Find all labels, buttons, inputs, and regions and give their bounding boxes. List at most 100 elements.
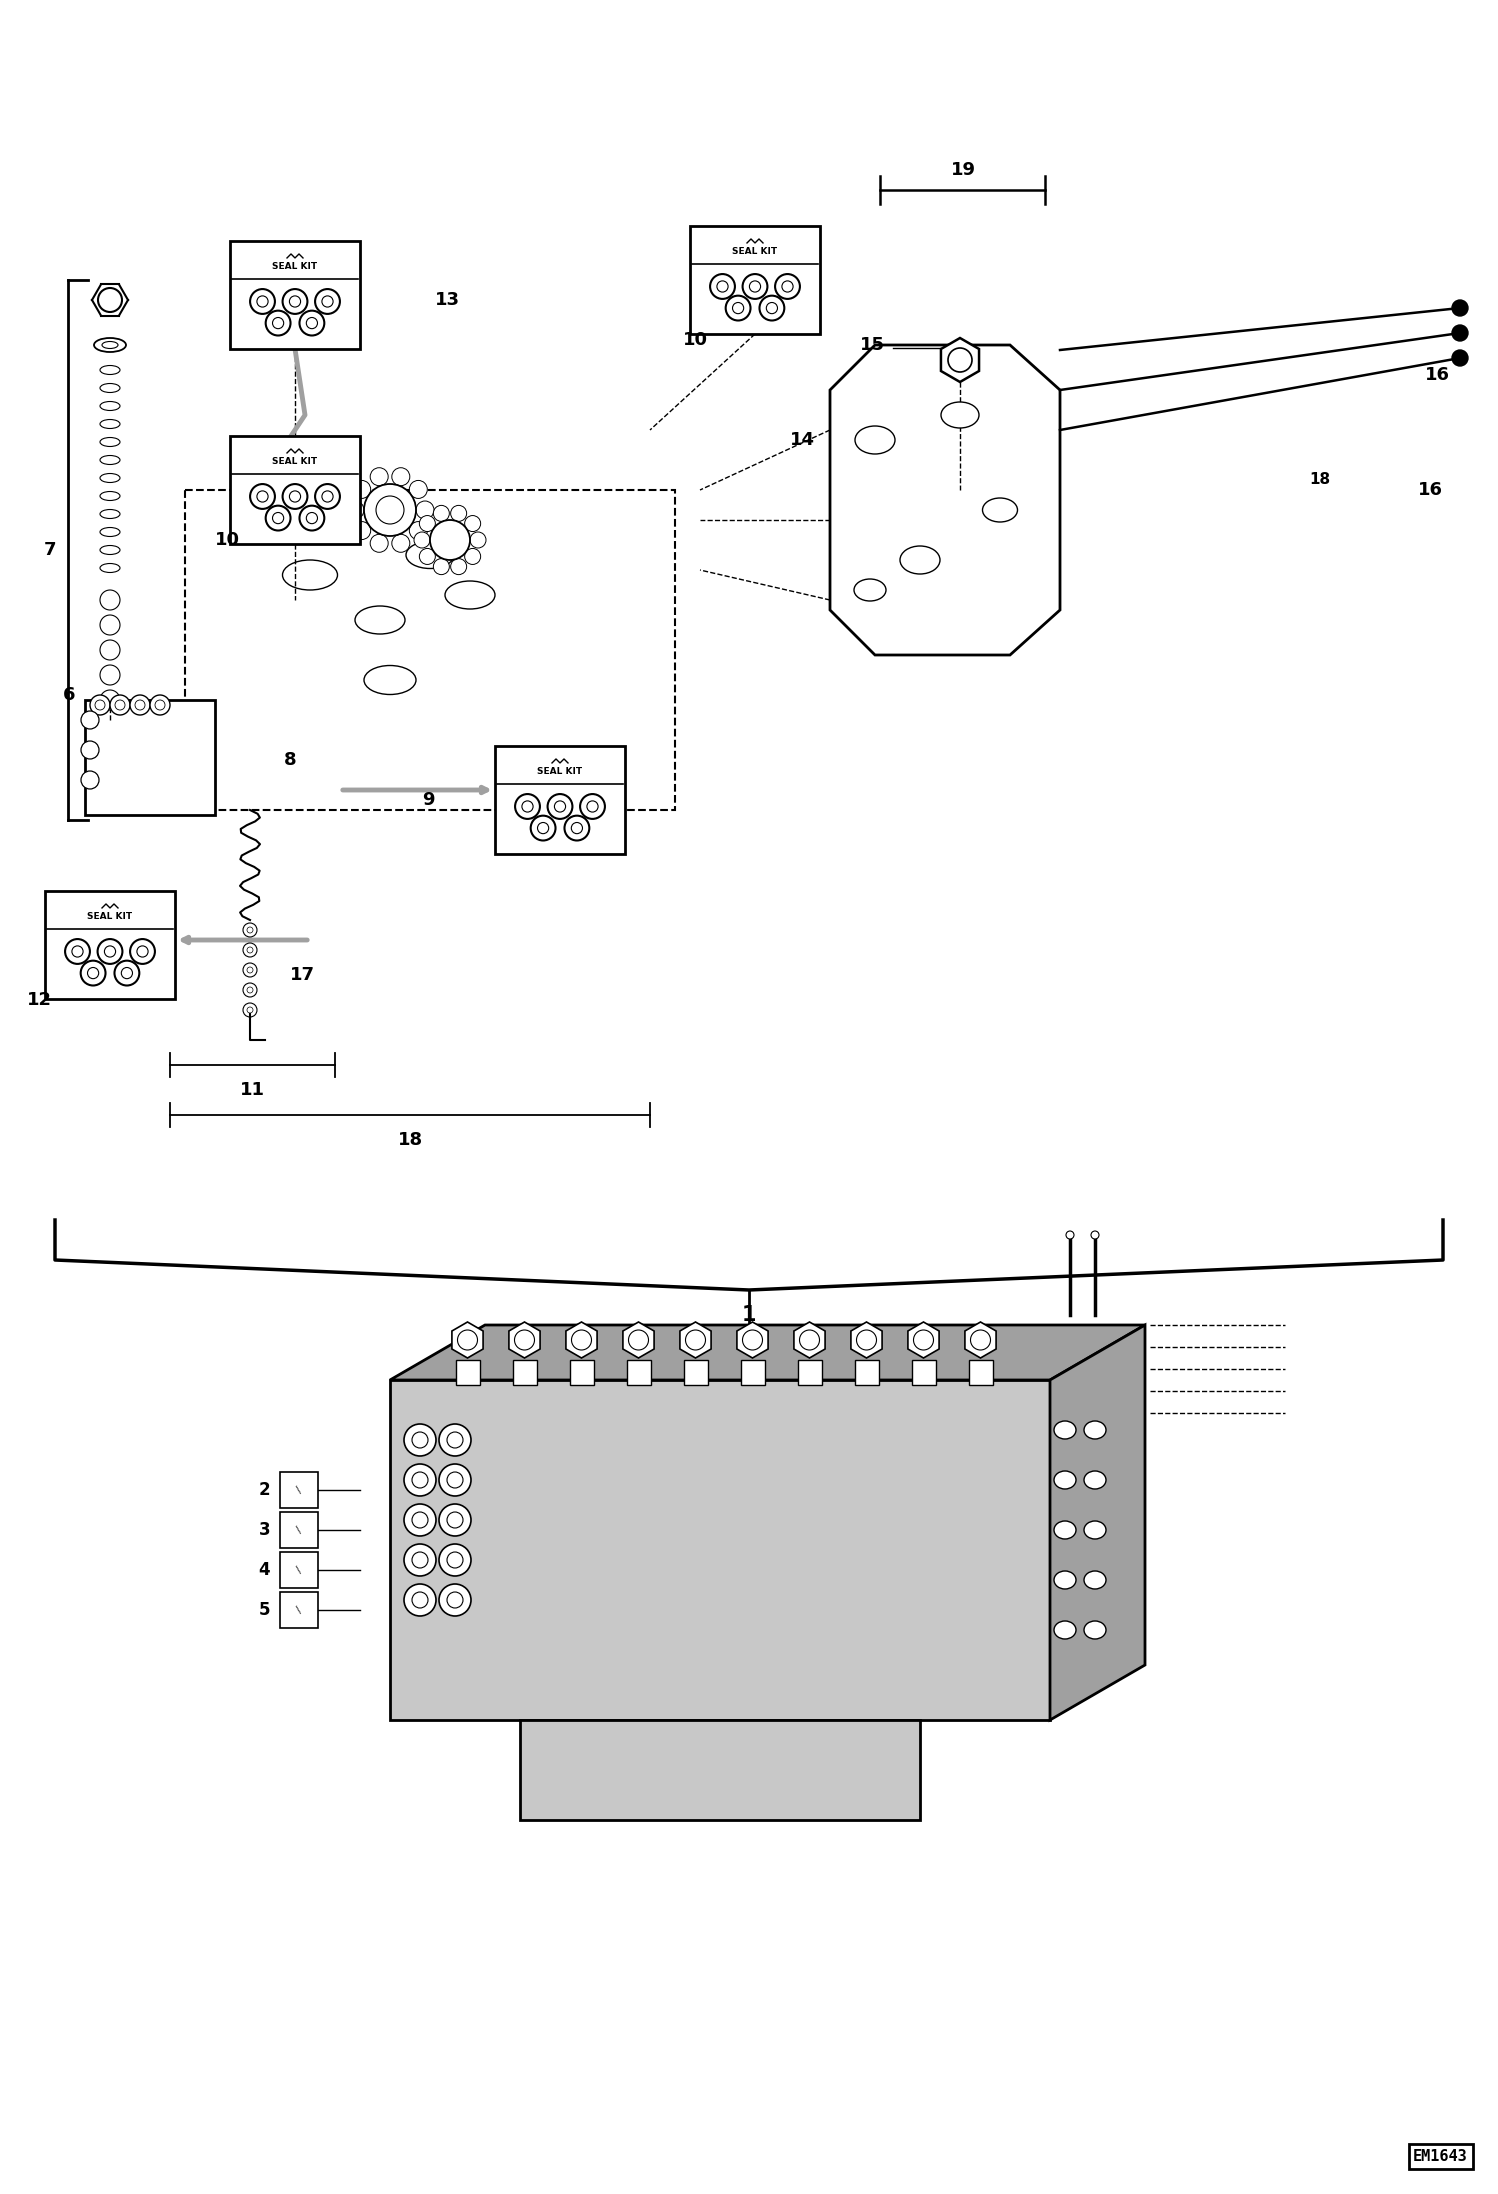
Circle shape: [243, 963, 258, 976]
Circle shape: [451, 505, 467, 522]
Circle shape: [300, 312, 325, 336]
Text: 10: 10: [216, 531, 240, 548]
Circle shape: [439, 1584, 470, 1617]
Circle shape: [743, 1330, 762, 1349]
Text: /: /: [294, 1525, 304, 1536]
Circle shape: [404, 1424, 436, 1457]
Ellipse shape: [100, 527, 120, 538]
Circle shape: [315, 290, 340, 314]
Text: 9: 9: [422, 792, 434, 810]
FancyBboxPatch shape: [683, 1360, 707, 1384]
Circle shape: [404, 1584, 436, 1617]
Circle shape: [322, 491, 333, 502]
Polygon shape: [389, 1325, 1144, 1380]
Circle shape: [370, 535, 388, 553]
Circle shape: [130, 695, 150, 715]
Text: EM1643: EM1643: [1413, 2148, 1468, 2163]
Circle shape: [725, 296, 750, 320]
Ellipse shape: [100, 456, 120, 465]
Circle shape: [364, 485, 416, 535]
Circle shape: [370, 467, 388, 485]
Polygon shape: [1050, 1325, 1144, 1720]
Circle shape: [1452, 301, 1468, 316]
FancyBboxPatch shape: [455, 1360, 479, 1384]
Circle shape: [90, 695, 109, 715]
Circle shape: [521, 801, 533, 812]
Circle shape: [94, 700, 105, 711]
Circle shape: [433, 505, 449, 522]
Text: 18: 18: [1309, 472, 1330, 487]
Polygon shape: [452, 1323, 482, 1358]
Circle shape: [154, 700, 165, 711]
FancyBboxPatch shape: [280, 1551, 318, 1588]
Circle shape: [392, 467, 410, 485]
Circle shape: [412, 1433, 428, 1448]
Ellipse shape: [855, 426, 894, 454]
Ellipse shape: [900, 546, 941, 575]
Text: 3: 3: [258, 1520, 270, 1538]
Circle shape: [710, 274, 736, 298]
Circle shape: [352, 480, 370, 498]
Circle shape: [87, 968, 99, 979]
FancyBboxPatch shape: [494, 746, 625, 853]
Text: 1: 1: [742, 1305, 756, 1325]
Ellipse shape: [100, 384, 120, 393]
Circle shape: [565, 816, 589, 840]
Circle shape: [857, 1330, 876, 1349]
Text: 15: 15: [860, 336, 885, 353]
Circle shape: [759, 296, 785, 320]
FancyBboxPatch shape: [512, 1360, 536, 1384]
Circle shape: [914, 1330, 933, 1349]
FancyBboxPatch shape: [911, 1360, 935, 1384]
Circle shape: [774, 274, 800, 298]
Polygon shape: [794, 1323, 825, 1358]
Circle shape: [100, 641, 120, 660]
Circle shape: [289, 296, 301, 307]
Circle shape: [97, 287, 121, 312]
Polygon shape: [389, 1380, 1050, 1720]
FancyBboxPatch shape: [740, 1360, 764, 1384]
Text: /: /: [294, 1564, 304, 1575]
Circle shape: [273, 513, 283, 524]
Ellipse shape: [1085, 1571, 1106, 1588]
Circle shape: [135, 700, 145, 711]
Circle shape: [265, 312, 291, 336]
Circle shape: [247, 948, 253, 952]
Circle shape: [283, 290, 307, 314]
Circle shape: [72, 946, 82, 957]
Circle shape: [412, 1551, 428, 1569]
FancyBboxPatch shape: [280, 1593, 318, 1628]
Circle shape: [97, 939, 123, 963]
Circle shape: [250, 485, 276, 509]
Circle shape: [767, 303, 777, 314]
Polygon shape: [509, 1323, 541, 1358]
Ellipse shape: [355, 606, 404, 634]
Text: SEAL KIT: SEAL KIT: [538, 768, 583, 777]
Polygon shape: [520, 1720, 920, 1821]
Circle shape: [81, 770, 99, 790]
Ellipse shape: [102, 342, 118, 349]
Polygon shape: [941, 338, 980, 382]
Circle shape: [446, 1551, 463, 1569]
Circle shape: [412, 1472, 428, 1488]
Ellipse shape: [406, 542, 454, 568]
FancyBboxPatch shape: [854, 1360, 878, 1384]
Circle shape: [571, 823, 583, 834]
Circle shape: [948, 349, 972, 373]
Text: 13: 13: [434, 292, 460, 309]
Polygon shape: [830, 344, 1061, 656]
Circle shape: [247, 987, 253, 994]
Circle shape: [404, 1463, 436, 1496]
Text: 16: 16: [1417, 480, 1443, 498]
FancyBboxPatch shape: [184, 489, 676, 810]
Circle shape: [782, 281, 792, 292]
FancyBboxPatch shape: [626, 1360, 650, 1384]
Circle shape: [250, 290, 276, 314]
Circle shape: [247, 968, 253, 972]
Circle shape: [404, 1545, 436, 1575]
Text: 7: 7: [43, 542, 57, 559]
Circle shape: [572, 1330, 592, 1349]
Circle shape: [243, 943, 258, 957]
Circle shape: [300, 505, 325, 531]
Ellipse shape: [1055, 1470, 1076, 1490]
